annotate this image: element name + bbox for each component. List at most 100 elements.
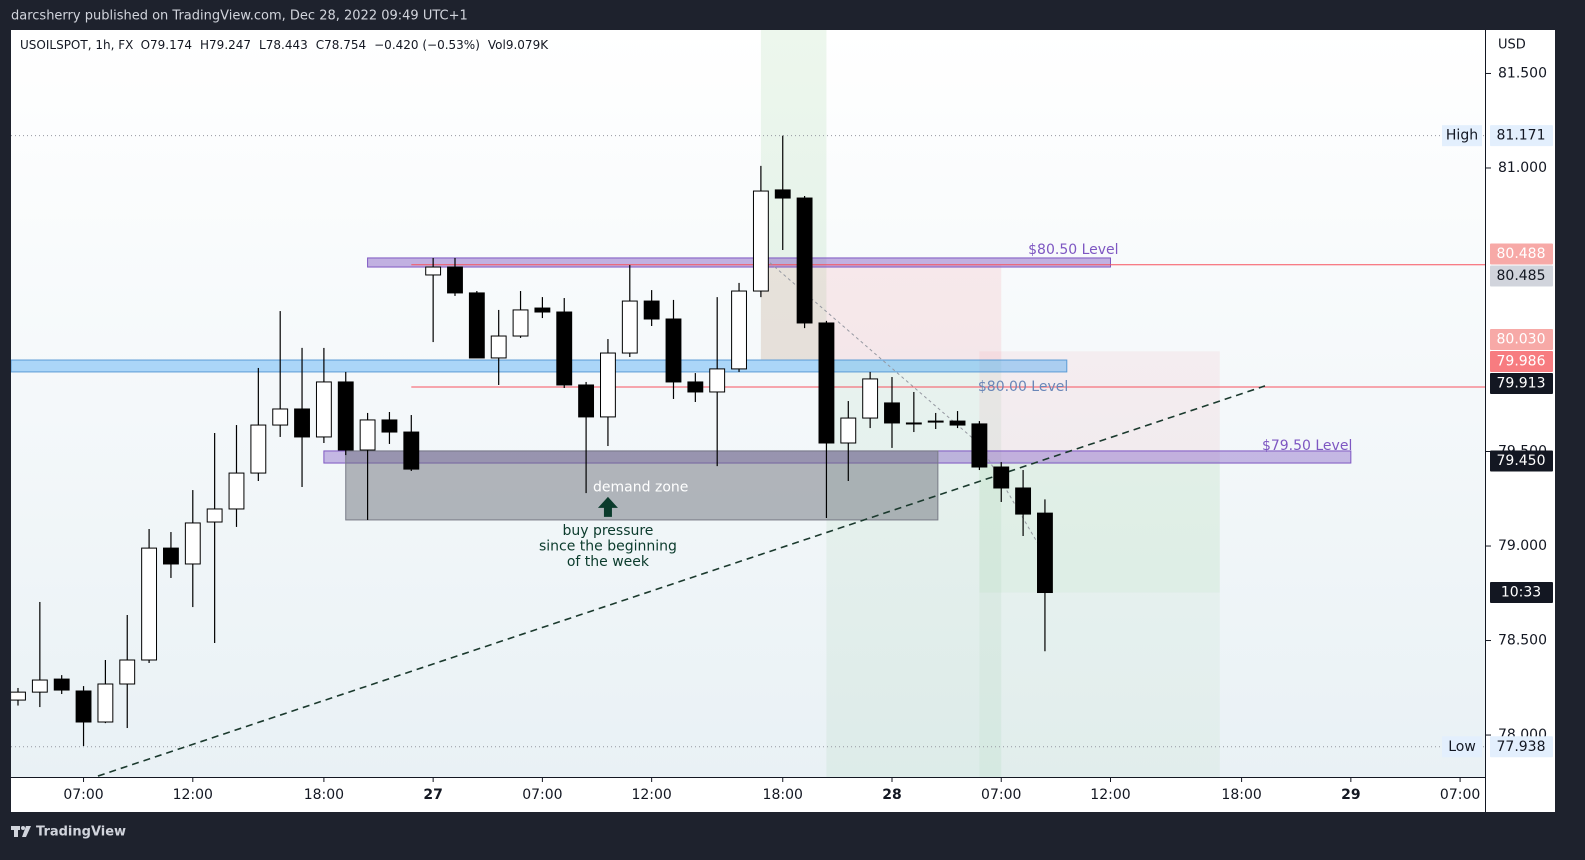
price-label: 81.171 (1497, 128, 1546, 144)
annotation: demand zone (593, 479, 688, 495)
candle-body (862, 378, 879, 419)
price-label: 79.450 (1497, 453, 1546, 469)
logo (11, 826, 31, 837)
zone (367, 257, 1111, 268)
price-label-box (1490, 350, 1553, 372)
candle-body (949, 420, 966, 426)
price-note-box (1442, 736, 1482, 758)
candle-body (905, 422, 922, 425)
candle-body (250, 424, 267, 474)
price-label: 10:33 (1501, 585, 1541, 601)
candle-body (1015, 487, 1032, 515)
candle-body (665, 318, 682, 383)
x-tick-label: 12:00 (631, 787, 671, 803)
candle-body (272, 408, 289, 426)
price-label-box (1490, 372, 1553, 394)
candle-body (31, 679, 48, 693)
price-label-box (1490, 582, 1553, 604)
x-tick-label: 07:00 (522, 787, 562, 803)
annotation: $80.50 Level (1028, 242, 1118, 258)
candle-body (709, 368, 726, 393)
price-note: High (1446, 128, 1478, 144)
x-tick-label: 18:00 (304, 787, 344, 803)
candle-body (971, 423, 988, 468)
candle-body (315, 381, 332, 438)
candle-body (447, 266, 463, 294)
currency: USD (1498, 38, 1526, 53)
x-tick-label: 18:00 (763, 787, 803, 803)
price-label: 79.913 (1497, 375, 1546, 391)
x-tick-label: 18:00 (1221, 787, 1261, 803)
candle-body (796, 197, 813, 324)
price-note: Low (1448, 739, 1476, 755)
x-tick-label: 07:00 (981, 787, 1021, 803)
candle-body (927, 420, 944, 423)
x-tick-label: 07:00 (1440, 787, 1480, 803)
candle-body (11, 691, 26, 701)
price-axis (1486, 30, 1555, 812)
plot: $80.50 Level $80.00 Level $79.50 Level dema… (11, 30, 1485, 777)
x-tick-label: 28 (882, 787, 901, 803)
candle-body (141, 547, 158, 661)
price-label-box (1490, 243, 1553, 265)
candle-body (206, 508, 223, 523)
y-tick-label: 81.500 (1498, 65, 1547, 81)
candle-body (163, 547, 179, 565)
footer-brand: TradingView (36, 825, 126, 840)
candle-body (556, 311, 573, 386)
x-tick-label: 12:00 (173, 787, 213, 803)
note-line: buy pressure (562, 523, 653, 539)
publish-header: darcsherry published on TradingView.com,… (11, 9, 468, 24)
candle-body (119, 659, 136, 685)
price-label: 80.488 (1497, 246, 1546, 262)
plot-area (11, 30, 1485, 777)
zone (979, 460, 1220, 593)
candle-body (512, 309, 529, 337)
price-label-box (1490, 736, 1553, 758)
candle-body (359, 419, 376, 451)
candle-body (228, 472, 245, 510)
legend-item: USOILSPOT, 1h, FX (20, 38, 133, 52)
arrow-up (597, 496, 618, 517)
candle-body (53, 678, 70, 691)
candle-body (643, 300, 660, 320)
x-tick-label: 27 (423, 787, 442, 803)
candle-body (578, 384, 595, 418)
time-axis (11, 778, 1485, 812)
price-label: 80.485 (1497, 268, 1546, 284)
y-tick-label: 78.500 (1498, 633, 1547, 649)
legend-item: O (141, 38, 150, 52)
candle-body (184, 522, 201, 565)
price-label-box (1490, 328, 1553, 350)
legend-item: 78.754 (324, 38, 366, 52)
legend-item: L (259, 38, 266, 52)
x-tick-label: 12:00 (1090, 787, 1130, 803)
candle-body (468, 292, 485, 359)
zone (760, 30, 827, 360)
zone (11, 359, 1068, 373)
candle-body (534, 307, 551, 313)
candle-body (337, 381, 354, 451)
candle-body (1037, 512, 1053, 594)
candle-body (403, 431, 420, 470)
price-label: 79.986 (1497, 353, 1546, 369)
candle-body (840, 417, 857, 444)
candle-body (75, 690, 92, 723)
candle-body (884, 402, 900, 424)
candle-body (687, 381, 704, 393)
note-line: of the week (567, 554, 650, 570)
price-label: 80.030 (1497, 331, 1546, 347)
legend-item: C (316, 38, 324, 52)
candle-body (818, 322, 835, 444)
price-label: 77.938 (1497, 739, 1546, 755)
annotation: $79.50 Level (1262, 438, 1352, 454)
candle-body (97, 683, 114, 723)
candle-body (381, 419, 398, 433)
candle-body (993, 466, 1010, 489)
candle-body (294, 408, 310, 438)
price-note-box (1442, 125, 1482, 147)
legend-item: Vol9.079K (488, 38, 549, 52)
legend: USOILSPOT, 1h, FX O79.174 H79.247 L78.443 C7… (20, 38, 549, 52)
candle-body (621, 300, 638, 354)
